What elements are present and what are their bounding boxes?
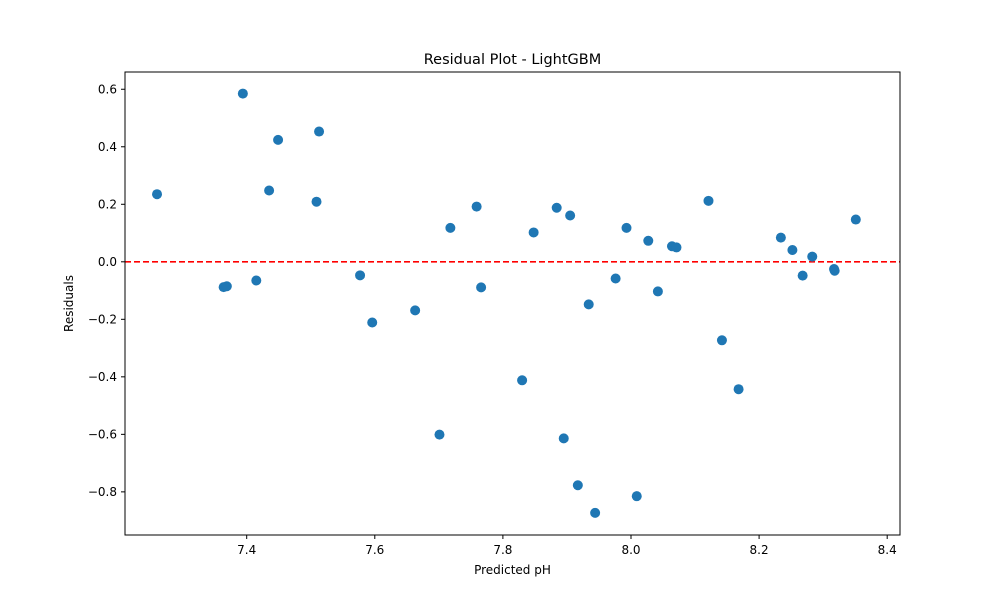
data-point bbox=[528, 227, 539, 238]
data-point bbox=[434, 429, 445, 440]
data-point bbox=[703, 195, 714, 206]
points-layer bbox=[152, 88, 861, 518]
data-point bbox=[311, 196, 322, 207]
data-point bbox=[152, 189, 163, 200]
plot-frame bbox=[124, 71, 901, 536]
data-point bbox=[445, 222, 456, 233]
y-tick-label: 0.0 bbox=[98, 255, 117, 269]
data-point bbox=[476, 282, 487, 293]
data-point bbox=[590, 507, 601, 518]
data-point bbox=[850, 214, 861, 225]
data-point bbox=[643, 235, 654, 246]
x-axis-title: Predicted pH bbox=[474, 563, 551, 577]
x-tick-label: 7.6 bbox=[365, 543, 384, 557]
y-tick-label: −0.4 bbox=[88, 370, 117, 384]
data-point bbox=[558, 433, 569, 444]
y-tick-label: −0.2 bbox=[88, 312, 117, 326]
plot-area bbox=[125, 72, 900, 535]
y-axis-title: Residuals bbox=[62, 275, 76, 332]
data-point bbox=[797, 270, 808, 281]
y-axis-ticks: 0.6 0.4 0.2 0.0 −0.2 −0.4 −0.6 −0.8 bbox=[88, 82, 125, 499]
y-tick-label: −0.6 bbox=[88, 427, 117, 441]
y-tick-label: 0.4 bbox=[98, 140, 117, 154]
data-point bbox=[716, 335, 727, 346]
data-point bbox=[652, 286, 663, 297]
y-tick-label: 0.2 bbox=[98, 197, 117, 211]
data-point bbox=[355, 270, 366, 281]
x-tick-label: 8.4 bbox=[878, 543, 897, 557]
data-point bbox=[367, 317, 378, 328]
data-point bbox=[671, 242, 682, 253]
x-tick-label: 7.4 bbox=[237, 543, 256, 557]
data-point bbox=[221, 281, 232, 292]
y-tick-label: −0.8 bbox=[88, 485, 117, 499]
chart-title: Residual Plot - LightGBM bbox=[424, 52, 602, 68]
data-point bbox=[829, 265, 840, 276]
data-point bbox=[264, 185, 275, 196]
x-tick-label: 7.8 bbox=[493, 543, 512, 557]
data-point bbox=[251, 275, 262, 286]
data-point bbox=[787, 245, 798, 256]
x-tick-label: 8.2 bbox=[750, 543, 769, 557]
data-point bbox=[410, 305, 421, 316]
data-point bbox=[565, 210, 576, 221]
data-point bbox=[621, 222, 632, 233]
data-point bbox=[551, 202, 562, 213]
data-point bbox=[517, 375, 528, 386]
data-point bbox=[631, 491, 642, 502]
data-point bbox=[471, 201, 482, 212]
data-point bbox=[237, 88, 248, 99]
data-point bbox=[610, 273, 621, 284]
data-point bbox=[775, 232, 786, 243]
data-point bbox=[733, 384, 744, 395]
x-axis-ticks: 7.4 7.6 7.8 8.0 8.2 8.4 bbox=[237, 535, 897, 557]
data-point bbox=[807, 251, 818, 262]
data-point bbox=[314, 126, 325, 137]
x-tick-label: 8.0 bbox=[621, 543, 640, 557]
y-tick-label: 0.6 bbox=[98, 82, 117, 96]
data-point bbox=[572, 480, 583, 491]
data-point bbox=[583, 299, 594, 310]
data-point bbox=[273, 134, 284, 145]
